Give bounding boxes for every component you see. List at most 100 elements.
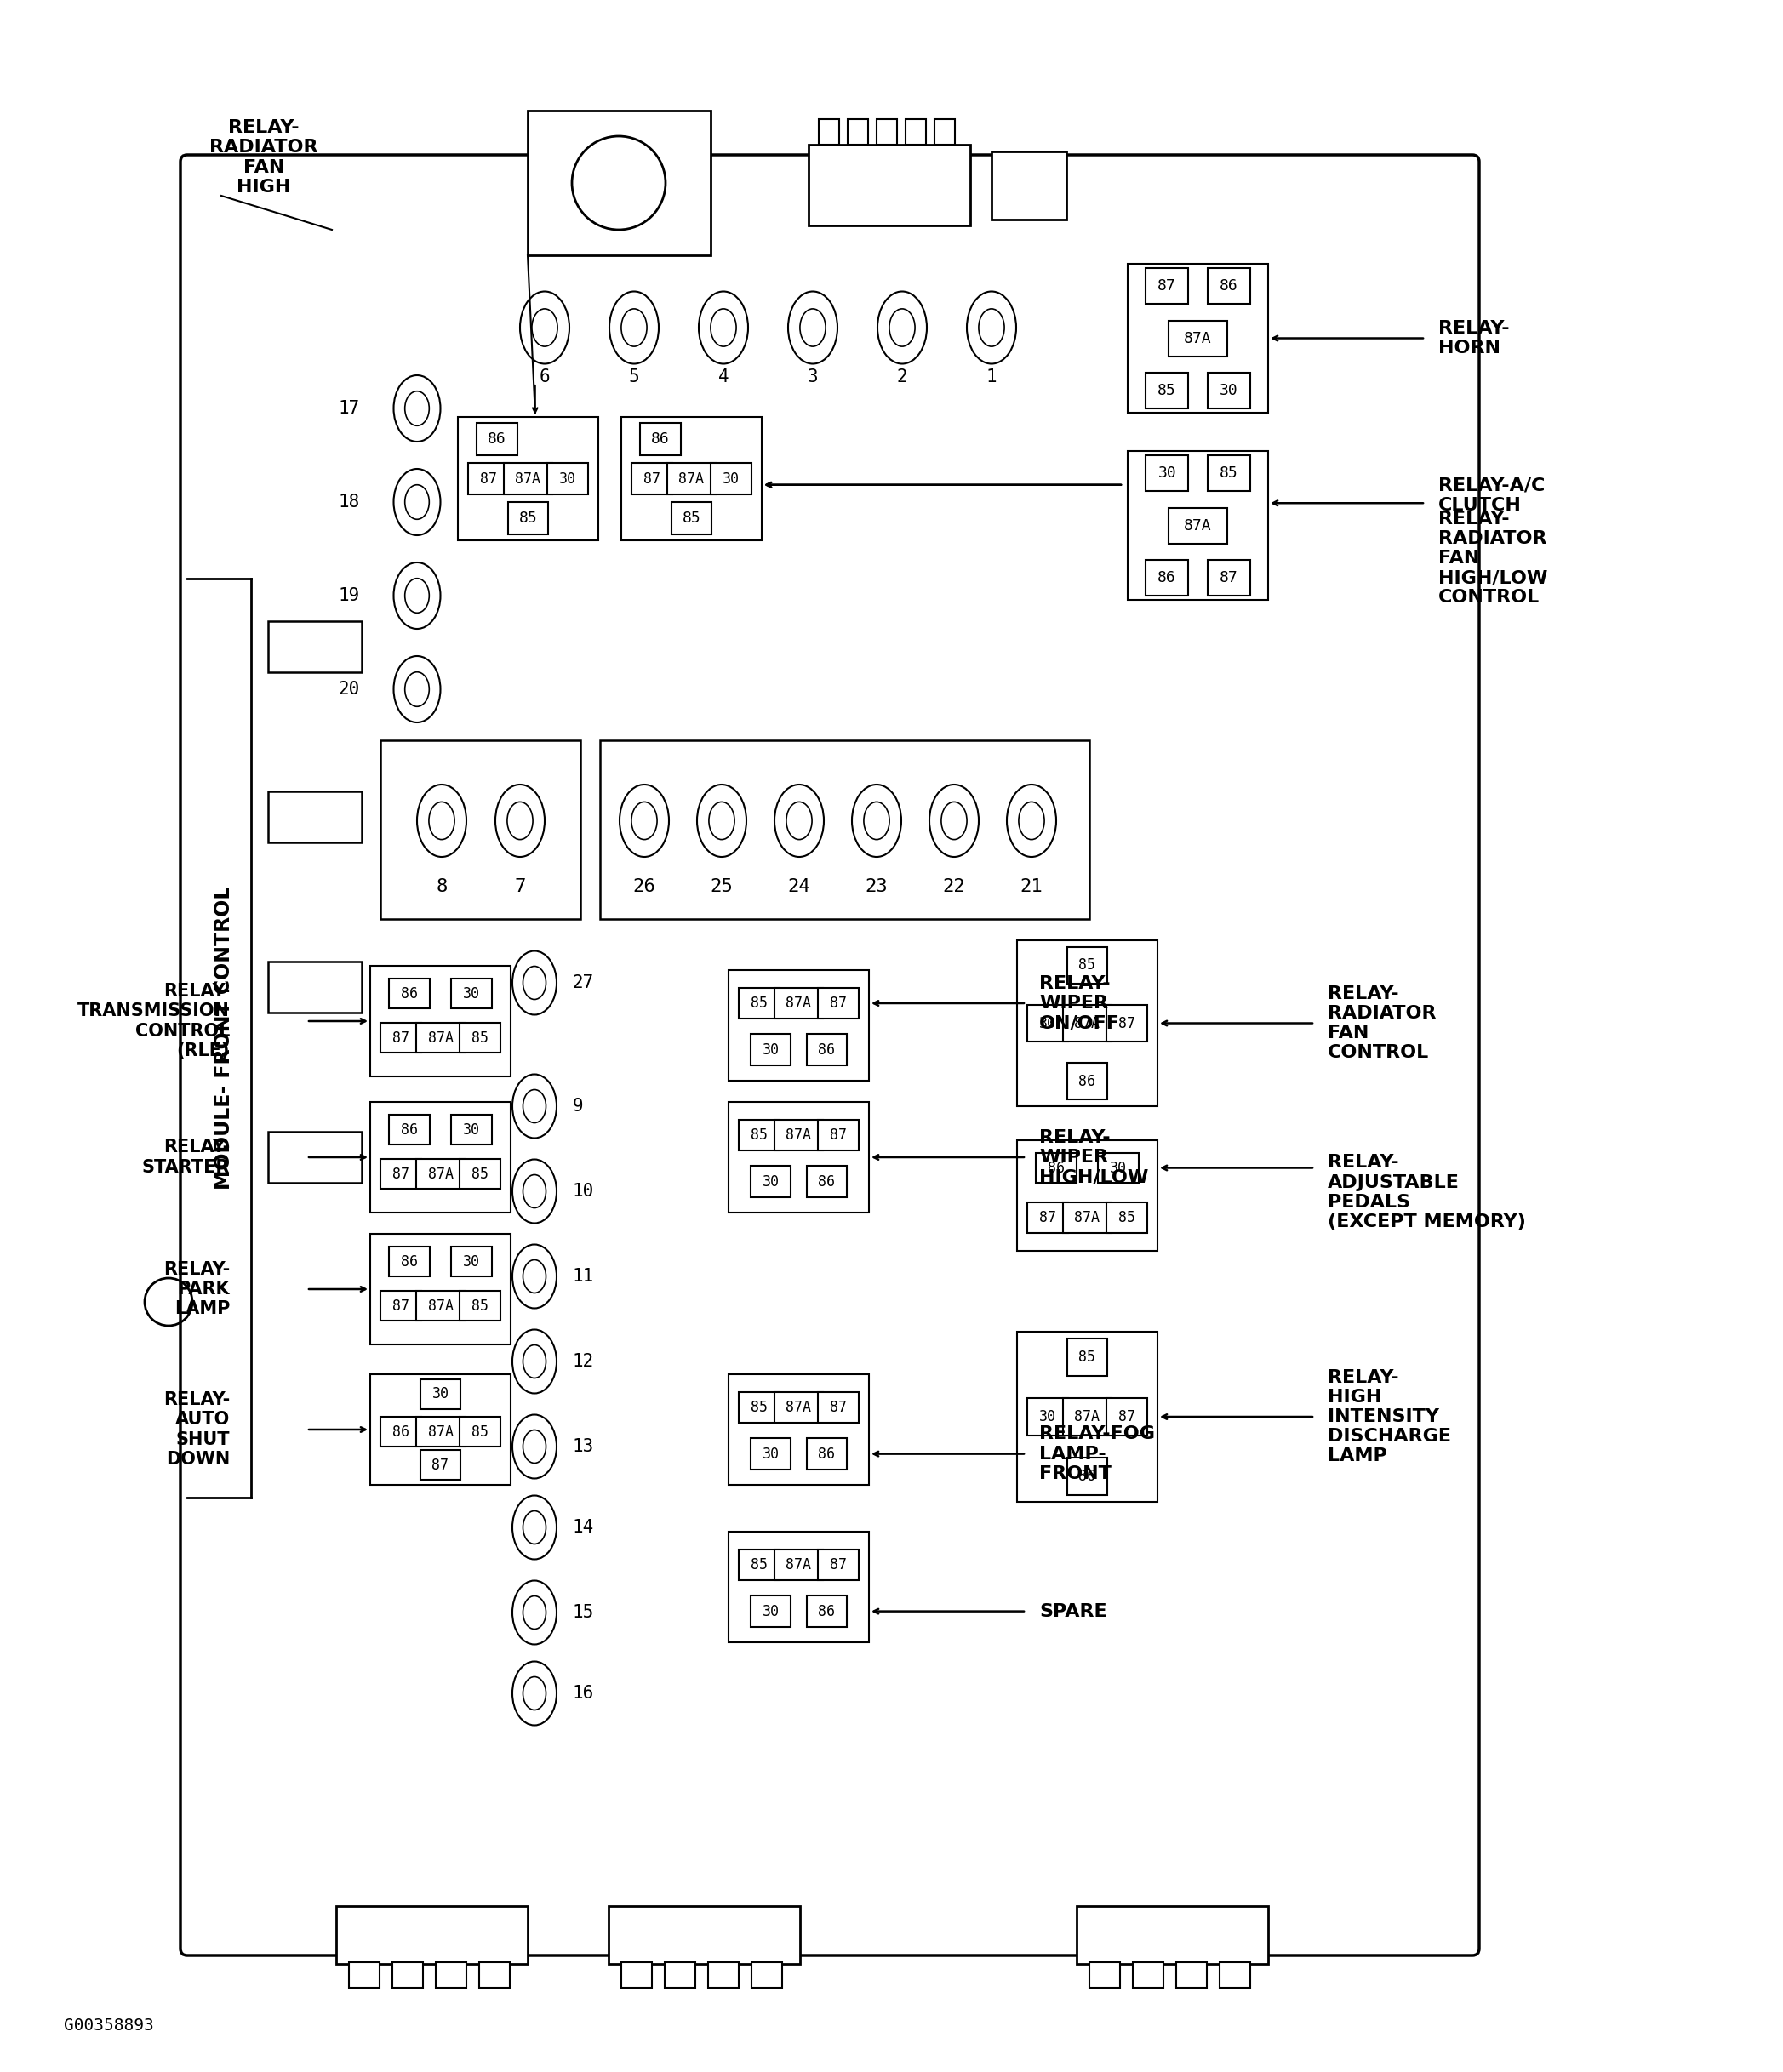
Bar: [1027, 1005, 1068, 1042]
Bar: [1066, 1063, 1107, 1100]
Text: 86: 86: [818, 1175, 834, 1189]
Ellipse shape: [394, 562, 440, 628]
Text: 87: 87: [829, 1127, 847, 1144]
Text: 30: 30: [431, 1386, 449, 1403]
Text: 27: 27: [572, 974, 594, 990]
Bar: [776, 988, 822, 1019]
Text: 85: 85: [471, 1167, 489, 1181]
Bar: [906, 118, 925, 145]
Text: 87: 87: [392, 1297, 410, 1314]
Bar: [1207, 267, 1250, 305]
Ellipse shape: [512, 1496, 556, 1560]
Text: 87A: 87A: [428, 1297, 453, 1314]
Text: 23: 23: [865, 879, 888, 895]
Bar: [818, 118, 840, 145]
Text: 5: 5: [629, 369, 640, 385]
Text: 86: 86: [818, 1042, 834, 1057]
Ellipse shape: [512, 1245, 556, 1307]
Text: 17: 17: [339, 400, 360, 416]
Bar: [665, 1962, 695, 1987]
Ellipse shape: [512, 1662, 556, 1726]
Text: 20: 20: [339, 682, 360, 698]
Ellipse shape: [522, 1595, 546, 1629]
Text: 87A: 87A: [1184, 332, 1212, 346]
Bar: [729, 1102, 868, 1212]
Text: 11: 11: [572, 1268, 594, 1285]
Text: 86: 86: [489, 431, 506, 448]
Bar: [667, 462, 715, 495]
Bar: [751, 1167, 792, 1198]
Bar: [1168, 321, 1227, 356]
Text: 15: 15: [572, 1604, 594, 1620]
Text: 86: 86: [401, 1254, 417, 1270]
Bar: [1036, 1152, 1077, 1183]
Text: 86: 86: [1048, 1160, 1064, 1175]
Text: 87: 87: [1118, 1409, 1136, 1423]
Text: 30: 30: [558, 470, 576, 487]
Text: 86: 86: [392, 1423, 410, 1440]
Ellipse shape: [522, 1090, 546, 1123]
Bar: [1177, 1962, 1207, 1987]
Text: 30: 30: [761, 1042, 779, 1057]
Bar: [738, 988, 779, 1019]
Bar: [1066, 1339, 1107, 1376]
Text: RELAY-
WIPER
HIGH/LOW: RELAY- WIPER HIGH/LOW: [1039, 1129, 1148, 1185]
Text: 7: 7: [514, 879, 526, 895]
Bar: [382, 1158, 421, 1189]
Ellipse shape: [941, 802, 966, 839]
Text: 30: 30: [761, 1604, 779, 1618]
Ellipse shape: [405, 578, 430, 613]
Ellipse shape: [506, 802, 533, 839]
Text: 30: 30: [464, 1254, 480, 1270]
Bar: [806, 1595, 847, 1627]
Text: 18: 18: [339, 493, 360, 510]
Bar: [380, 740, 581, 920]
Ellipse shape: [522, 966, 546, 999]
Text: 30: 30: [761, 1446, 779, 1461]
Text: 2: 2: [897, 369, 908, 385]
Text: 87: 87: [1039, 1210, 1057, 1225]
Text: 3: 3: [808, 369, 818, 385]
Ellipse shape: [774, 785, 824, 858]
Text: 87A: 87A: [679, 470, 704, 487]
Text: 87A: 87A: [428, 1423, 453, 1440]
Ellipse shape: [405, 392, 430, 425]
Bar: [389, 978, 430, 1009]
Bar: [389, 1247, 430, 1276]
Text: 87A: 87A: [786, 1127, 811, 1144]
Text: 87A: 87A: [786, 1401, 811, 1415]
Bar: [620, 1962, 653, 1987]
Ellipse shape: [786, 802, 811, 839]
Bar: [421, 1380, 460, 1409]
Bar: [708, 1962, 738, 1987]
Text: 87A: 87A: [1184, 518, 1212, 533]
Bar: [738, 1119, 779, 1150]
Ellipse shape: [394, 468, 440, 535]
Bar: [1027, 1202, 1068, 1233]
Text: 87A: 87A: [428, 1030, 453, 1046]
Bar: [751, 1438, 792, 1469]
Bar: [1220, 1962, 1250, 1987]
Bar: [1063, 1202, 1111, 1233]
Text: 12: 12: [572, 1353, 594, 1370]
Text: G00358893: G00358893: [64, 2018, 153, 2033]
Bar: [608, 1906, 801, 1964]
Text: 86: 86: [1157, 570, 1177, 584]
Bar: [1207, 456, 1250, 491]
Ellipse shape: [620, 309, 647, 346]
Bar: [631, 462, 672, 495]
Text: 85: 85: [751, 1558, 768, 1573]
Text: 4: 4: [719, 369, 729, 385]
Bar: [818, 1550, 858, 1581]
Bar: [389, 1115, 430, 1144]
Text: 87: 87: [480, 470, 497, 487]
Bar: [818, 988, 858, 1019]
Text: 8: 8: [437, 879, 448, 895]
Bar: [751, 1962, 783, 1987]
Text: RELAY-
HIGH
INTENSITY
DISCHARGE
LAMP: RELAY- HIGH INTENSITY DISCHARGE LAMP: [1328, 1370, 1451, 1465]
Text: 87: 87: [392, 1030, 410, 1046]
Ellipse shape: [512, 951, 556, 1015]
Bar: [267, 792, 362, 843]
Bar: [451, 1115, 492, 1144]
Text: 87: 87: [644, 470, 661, 487]
